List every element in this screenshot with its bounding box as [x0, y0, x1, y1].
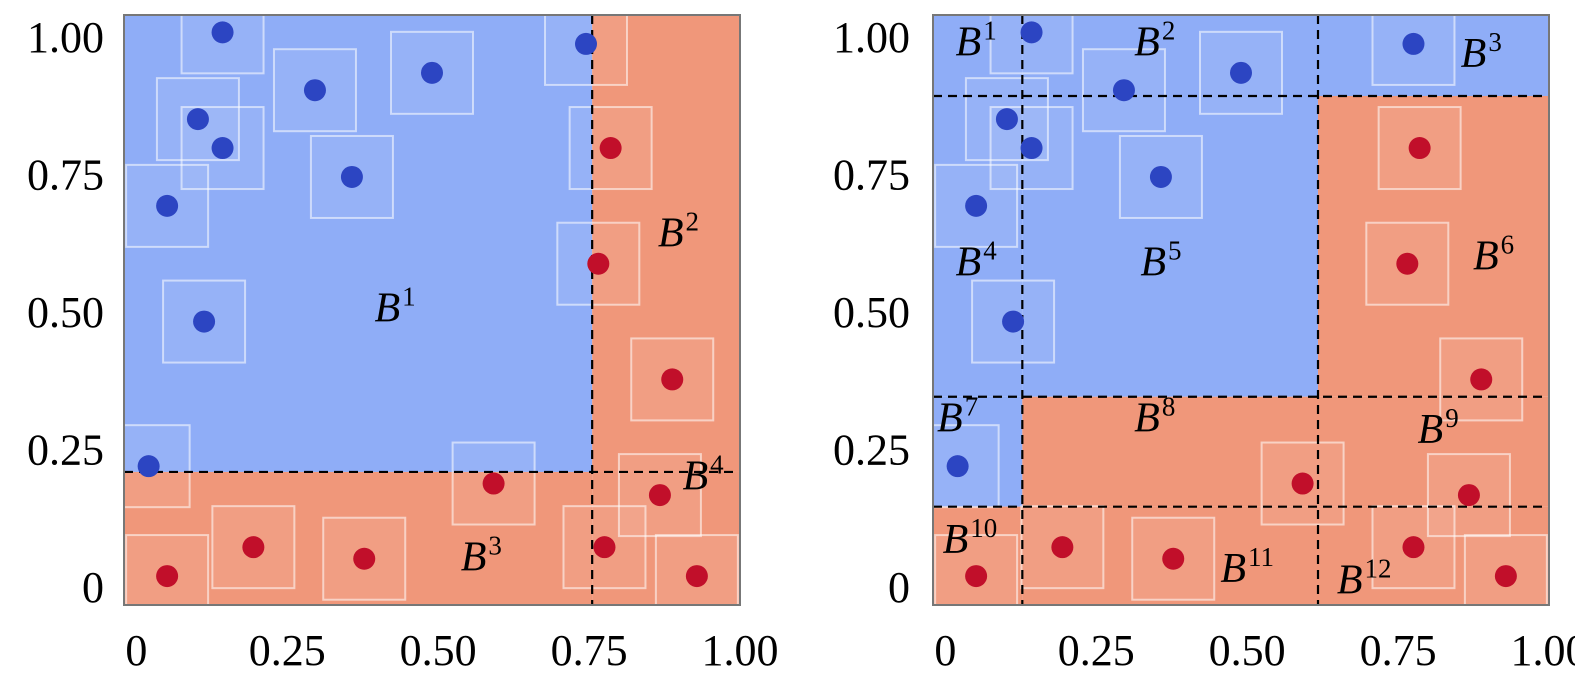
negative-point — [1470, 368, 1492, 390]
positive-point — [156, 195, 178, 217]
y-tick-label: 1.00 — [27, 13, 104, 62]
negative-point — [600, 137, 622, 159]
y-tick-labels: 1.00 0.75 0.50 0.25 0 — [27, 13, 104, 612]
positive-point — [1113, 79, 1135, 101]
positive-point — [965, 195, 987, 217]
negative-point — [156, 565, 178, 587]
positive-point — [138, 455, 160, 477]
positive-point — [304, 79, 326, 101]
y-tick-label: 1.00 — [833, 13, 910, 62]
positive-point — [193, 311, 215, 333]
y-tick-label: 0 — [888, 563, 910, 612]
x-tick-label: 0.75 — [1360, 626, 1437, 675]
negative-point — [661, 368, 683, 390]
negative-point — [1409, 137, 1431, 159]
positive-point — [212, 21, 234, 43]
negative-point — [242, 536, 264, 558]
x-tick-label: 0.25 — [1058, 626, 1135, 675]
x-tick-label: 0.75 — [551, 626, 628, 675]
y-tick-label: 0.75 — [27, 151, 104, 200]
negative-point — [649, 484, 671, 506]
y-tick-label: 0.75 — [833, 151, 910, 200]
positive-point — [421, 62, 443, 84]
positive-point — [1021, 21, 1043, 43]
y-tick-label: 0.25 — [27, 426, 104, 475]
negative-point — [593, 536, 615, 558]
positive-point — [212, 137, 234, 159]
positive-point — [947, 455, 969, 477]
negative-point — [353, 548, 375, 570]
x-tick-label: 1.00 — [702, 626, 779, 675]
negative-point — [1292, 473, 1314, 495]
x-tick-label: 0 — [125, 626, 147, 675]
negative-point — [1396, 253, 1418, 275]
y-tick-labels: 1.00 0.75 0.50 0.25 0 — [833, 13, 910, 612]
negative-point — [1402, 536, 1424, 558]
negative-point — [587, 253, 609, 275]
x-tick-label: 0.50 — [400, 626, 477, 675]
x-tick-label: 1.00 — [1511, 626, 1575, 675]
positive-point — [187, 108, 209, 130]
negative-point — [1458, 484, 1480, 506]
y-tick-label: 0.25 — [833, 426, 910, 475]
x-tick-label: 0 — [934, 626, 956, 675]
negative-point — [1051, 536, 1073, 558]
negative-point — [1495, 565, 1517, 587]
positive-point — [1150, 166, 1172, 188]
positive-point — [341, 166, 363, 188]
y-tick-label: 0.50 — [27, 288, 104, 337]
positive-point — [1230, 62, 1252, 84]
positive-point — [1002, 311, 1024, 333]
y-tick-label: 0 — [82, 563, 104, 612]
positive-point — [1021, 137, 1043, 159]
negative-point — [965, 565, 987, 587]
x-tick-labels: 0 0.25 0.50 0.75 1.00 — [934, 626, 1575, 675]
positive-point — [996, 108, 1018, 130]
negative-point — [483, 473, 505, 495]
positive-point — [1402, 33, 1424, 55]
x-tick-label: 0.25 — [249, 626, 326, 675]
y-tick-label: 0.50 — [833, 288, 910, 337]
positive-point — [575, 33, 597, 55]
x-tick-labels: 0 0.25 0.50 0.75 1.00 — [125, 626, 778, 675]
negative-point — [686, 565, 708, 587]
negative-point — [1162, 548, 1184, 570]
x-tick-label: 0.50 — [1209, 626, 1286, 675]
